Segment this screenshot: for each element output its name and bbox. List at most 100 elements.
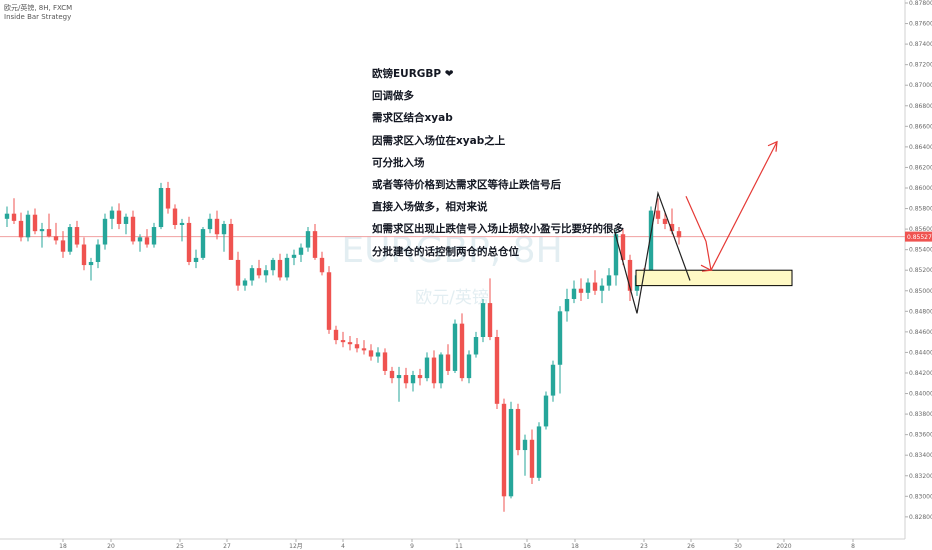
candle-body (46, 229, 52, 237)
candle-body (291, 254, 297, 258)
candle-body (144, 237, 150, 245)
annotation-text: 欧镑EURGBP ❤ 回调做多 需求区结合xyab 因需求区入场位在xyab之上… (372, 66, 624, 266)
candle-body (466, 354, 472, 379)
candle-body (270, 259, 276, 271)
candle-body (74, 227, 80, 245)
demand-zone (635, 269, 793, 287)
x-tick-label: 9 (410, 543, 414, 550)
candle-body (669, 223, 675, 232)
candle-body (326, 272, 332, 330)
candle-body (620, 234, 626, 260)
x-tick-label: 26 (687, 543, 695, 550)
candle-body (298, 247, 304, 255)
candle-body (347, 342, 353, 345)
candle-body (375, 352, 381, 357)
note-line: 回调做多 (372, 90, 414, 103)
candle-body (277, 259, 283, 278)
candle-body (487, 303, 493, 338)
y-tick-label: 0.84400 (909, 349, 932, 356)
candle-body (438, 354, 444, 384)
symbol-legend: 欧元/英镑, 8H, FXCM (4, 4, 73, 12)
y-tick-label: 0.85800 (909, 206, 932, 213)
y-tick-label: 0.84800 (909, 308, 932, 315)
x-tick-label: 27 (223, 543, 231, 550)
x-tick-label: 23 (640, 543, 648, 550)
candle-body (102, 218, 108, 245)
y-tick-label: 0.84000 (909, 391, 932, 398)
candle-body (207, 218, 213, 230)
x-tick-label: 25 (176, 543, 184, 550)
candle-body (599, 285, 605, 291)
projected-pullback-arrow (685, 195, 712, 271)
note-line: 如需求区出现止跌信号入场止损较小盈亏比要好的很多 (372, 223, 624, 236)
candle-body (242, 280, 248, 286)
candle-body (172, 208, 178, 225)
y-tick-label: 0.86600 (909, 123, 932, 130)
candle-body (319, 257, 325, 273)
candle-body (256, 268, 262, 276)
strategy-legend: Inside Bar Strategy (4, 13, 72, 21)
y-tick-label: 0.85200 (909, 267, 932, 274)
candle-body (109, 210, 115, 219)
candle-body (340, 340, 346, 343)
note-line: 直接入场做多，相对来说 (372, 201, 488, 214)
candle-body (627, 259, 633, 291)
candle-body (305, 231, 311, 248)
candle-body (585, 282, 591, 293)
candle-body (417, 375, 423, 379)
candle-body (214, 218, 220, 235)
y-tick-label: 0.85000 (909, 288, 932, 295)
candle-body (382, 352, 388, 371)
candle-body (410, 375, 416, 384)
candle-body (452, 323, 458, 371)
candle-body (354, 344, 360, 349)
candle-body (25, 214, 31, 238)
xyab-pattern (613, 190, 691, 314)
y-tick-label: 0.87800 (909, 0, 932, 7)
y-tick-label: 0.83600 (909, 432, 932, 439)
candle-body (235, 259, 241, 286)
y-tick-label: 0.86400 (909, 144, 932, 151)
candle-body (130, 216, 136, 242)
candle-body (445, 354, 451, 371)
watermark-subtitle: 欧元/英镑 (415, 288, 489, 308)
candle-body (165, 187, 171, 209)
candle-body (676, 231, 682, 238)
current-price-tag (905, 231, 932, 242)
y-tick-label: 0.83200 (909, 473, 932, 480)
candle-body (459, 323, 465, 379)
candle-body (186, 222, 192, 262)
y-tick-label: 0.84600 (909, 329, 932, 336)
current-price-label: 0.85527 (907, 234, 932, 241)
candle-body (536, 426, 542, 478)
candle-body (494, 337, 500, 404)
x-tick-label: 18 (59, 543, 67, 550)
x-tick-label: 12月 (289, 543, 303, 550)
note-line: 需求区结合xyab (372, 112, 453, 125)
y-tick-label: 0.84200 (909, 370, 932, 377)
y-tick-label: 0.86800 (909, 103, 932, 110)
candle-body (515, 408, 521, 451)
candle-body (522, 439, 528, 451)
x-tick-label: 18 (571, 543, 579, 550)
note-line: 分批建仓的话控制两仓的总仓位 (372, 245, 519, 258)
candle-body (116, 210, 122, 224)
y-tick-label: 0.85600 (909, 226, 932, 233)
candle-body (648, 210, 654, 279)
candle-body (578, 288, 584, 293)
candle-body (557, 311, 563, 365)
note-line: 因需求区入场位在xyab之上 (372, 134, 506, 147)
candle-body (284, 257, 290, 278)
y-tick-label: 0.87600 (909, 21, 932, 28)
candle-body (473, 337, 479, 355)
candle-body (480, 303, 486, 338)
candle-body (228, 223, 234, 260)
y-tick-label: 0.87000 (909, 82, 932, 89)
x-tick-label: 11 (455, 543, 463, 550)
candle-body (11, 213, 17, 221)
candle-body (613, 234, 619, 276)
candle-body (361, 348, 367, 351)
y-tick-label: 0.82800 (909, 514, 932, 521)
candle-body (81, 244, 87, 266)
